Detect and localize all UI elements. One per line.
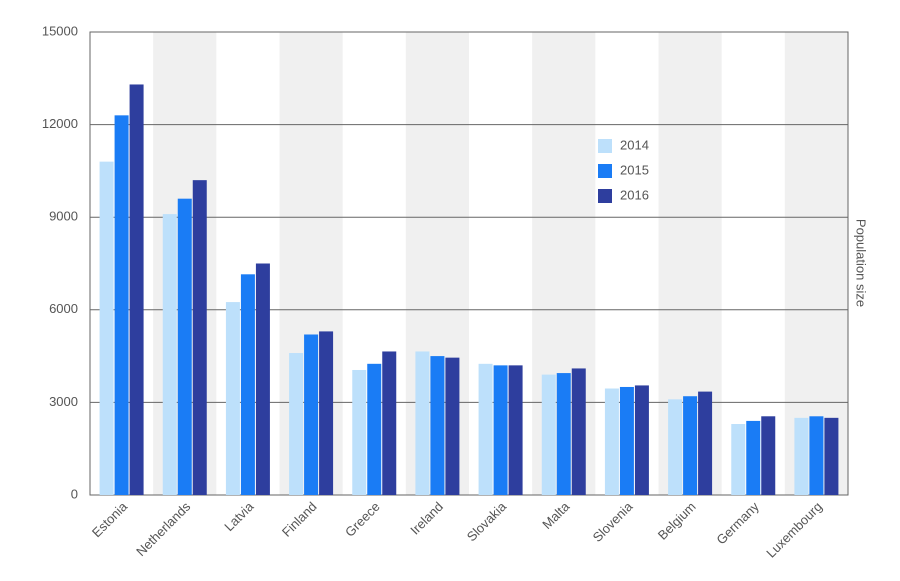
bar: [683, 396, 698, 495]
bar: [319, 331, 334, 495]
x-tick-label: Germany: [713, 499, 762, 548]
plot-border: [89, 31, 849, 496]
y-tick-label: 9000: [49, 209, 78, 224]
y-tick-label: 12000: [42, 116, 78, 131]
bar: [225, 302, 240, 495]
y-axis-label: Population size: [854, 219, 869, 307]
x-tick-label: Luxembourg: [763, 499, 825, 561]
y-tick-label: 3000: [49, 394, 78, 409]
bar: [571, 368, 586, 495]
bar: [731, 424, 746, 495]
x-tick-label: Estonia: [89, 498, 131, 540]
legend-swatch: [598, 164, 612, 178]
bar: [289, 353, 304, 495]
legend-label: 2014: [620, 137, 649, 152]
bar: [794, 417, 809, 495]
bar: [430, 356, 445, 495]
bar: [478, 363, 493, 495]
bar: [114, 115, 129, 495]
y-tick-label: 15000: [42, 23, 78, 38]
bar: [809, 416, 824, 495]
bar: [604, 388, 619, 495]
x-tick-label: Latvia: [221, 498, 257, 534]
x-tick-label: Slovenia: [590, 498, 636, 544]
legend-label: 2015: [620, 162, 649, 177]
bar: [367, 363, 382, 495]
bar: [382, 351, 397, 495]
bar: [192, 180, 207, 495]
bar: [746, 420, 761, 495]
x-tick-label: Finland: [279, 499, 320, 540]
bar: [415, 351, 430, 495]
bar: [445, 357, 460, 495]
bar: [668, 399, 683, 495]
x-tick-label: Ireland: [407, 499, 446, 538]
bar: [304, 334, 319, 495]
bar: [634, 385, 649, 495]
bar: [99, 161, 114, 495]
bar: [761, 416, 776, 495]
bar: [352, 369, 367, 495]
bar: [541, 374, 556, 495]
y-tick-label: 6000: [49, 301, 78, 316]
x-tick-label: Malta: [539, 498, 573, 532]
bar: [129, 84, 144, 496]
bar: [493, 365, 508, 495]
legend-swatch: [598, 139, 612, 153]
bar: [177, 198, 192, 495]
legend-swatch: [598, 189, 612, 203]
bar: [824, 417, 839, 495]
bar: [508, 365, 523, 495]
bar: [619, 386, 634, 495]
bar: [240, 274, 255, 495]
x-tick-label: Greece: [342, 499, 383, 540]
x-tick-label: Belgium: [655, 499, 699, 543]
x-tick-label: Netherlands: [133, 499, 194, 560]
bar: [255, 263, 270, 495]
x-tick-label: Slovakia: [464, 498, 510, 544]
bar: [698, 391, 713, 495]
legend-label: 2016: [620, 187, 649, 202]
bar: [162, 214, 177, 495]
y-tick-label: 0: [71, 486, 78, 501]
bar: [556, 373, 571, 495]
